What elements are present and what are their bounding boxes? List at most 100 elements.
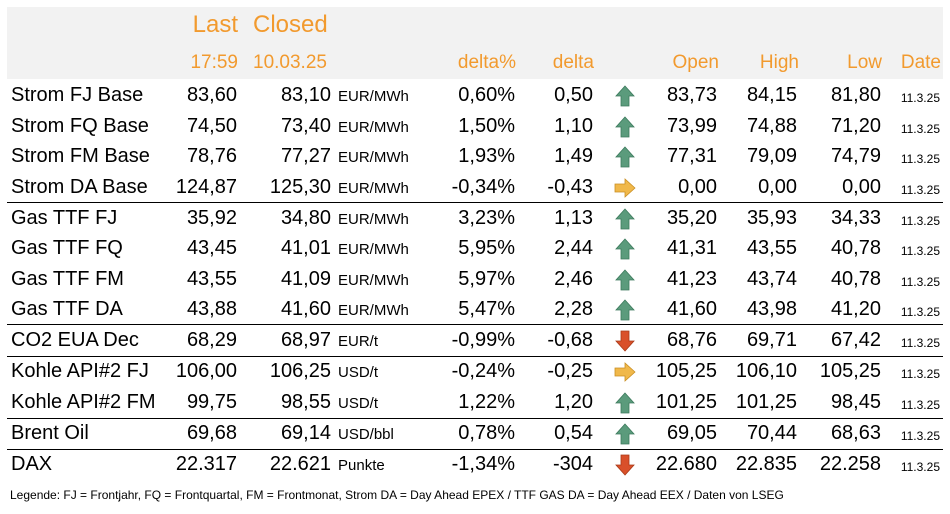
table-row: Strom DA Base 124,87 125,30 EUR/MWh -0,34% -0…: [7, 172, 943, 203]
cell-last: 22.317: [175, 453, 237, 475]
cell-date: 11.3.25: [900, 367, 940, 381]
cell-unit: EUR/MWh: [338, 241, 409, 258]
cell-unit: EUR/t: [338, 333, 379, 350]
cell-date: 11.3.25: [900, 275, 940, 289]
cell-closed: 73,40: [280, 115, 331, 137]
cell-delta-pct: 5,97%: [458, 268, 515, 290]
cell-unit: Punkte: [338, 457, 385, 474]
cell-closed: 68,97: [280, 329, 331, 351]
cell-closed: 41,60: [280, 298, 331, 320]
cell-delta-pct: -0,34%: [451, 176, 515, 198]
cell-high: 74,88: [746, 115, 797, 137]
cell-closed: 34,80: [280, 207, 331, 229]
cell-delta: -0,68: [547, 329, 593, 351]
cell-closed: 106,25: [269, 360, 331, 382]
cell-open: 22.680: [655, 453, 717, 475]
cell-low: 74,79: [830, 145, 881, 167]
cell-last: 106,00: [175, 360, 237, 382]
cell-date: 11.3.25: [900, 122, 940, 136]
cell-name: Kohle API#2 FJ: [11, 360, 149, 382]
cell-name: Strom DA Base: [11, 176, 148, 198]
table-row: Gas TTF FJ 35,92 34,80 EUR/MWh 3,23% 1,13 35,2…: [7, 203, 943, 234]
table-row: Gas TTF FM 43,55 41,09 EUR/MWh 5,97% 2,46 41,2…: [7, 264, 943, 295]
cell-name: Strom FJ Base: [11, 84, 144, 106]
cell-name: Gas TTF FM: [11, 268, 124, 290]
cell-name: Brent Oil: [11, 422, 89, 444]
group-divider: [7, 449, 943, 450]
cell-delta-pct: 1,22%: [458, 391, 515, 413]
cell-delta-pct: -0,99%: [451, 329, 515, 351]
cell-unit: EUR/MWh: [338, 88, 409, 105]
cell-high: 70,44: [746, 422, 797, 444]
header-low: Low: [847, 52, 882, 73]
cell-closed: 69,14: [280, 422, 331, 444]
cell-closed: 98,55: [280, 391, 331, 413]
cell-last: 83,60: [186, 84, 237, 106]
cell-open: 83,73: [666, 84, 717, 106]
cell-low: 71,20: [830, 115, 881, 137]
cell-unit: EUR/MWh: [338, 149, 409, 166]
cell-low: 67,42: [830, 329, 881, 351]
cell-last: 74,50: [186, 115, 237, 137]
table-row: Strom FM Base 78,76 77,27 EUR/MWh 1,93% 1,49 7…: [7, 141, 943, 172]
table-header: [7, 7, 943, 79]
cell-open: 68,76: [666, 329, 717, 351]
cell-low: 40,78: [830, 268, 881, 290]
cell-delta-pct: 5,47%: [458, 298, 515, 320]
table-row: Gas TTF DA 43,88 41,60 EUR/MWh 5,47% 2,28 41,6…: [7, 294, 943, 325]
cell-last: 78,76: [186, 145, 237, 167]
cell-date: 11.3.25: [900, 244, 940, 258]
cell-delta: -304: [552, 453, 593, 475]
cell-name: Strom FM Base: [11, 145, 150, 167]
table-row: Gas TTF FQ 43,45 41,01 EUR/MWh 5,95% 2,44 41,3…: [7, 233, 943, 264]
cell-date: 11.3.25: [900, 460, 940, 474]
cell-closed: 41,01: [280, 237, 331, 259]
header-delta: delta: [552, 52, 594, 73]
cell-last: 43,55: [186, 268, 237, 290]
cell-low: 98,45: [830, 391, 881, 413]
cell-date: 11.3.25: [900, 429, 940, 443]
cell-open: 41,31: [666, 237, 717, 259]
cell-low: 22.258: [819, 453, 881, 475]
cell-closed: 77,27: [280, 145, 331, 167]
cell-high: 43,55: [746, 237, 797, 259]
header-delta-pct: delta%: [457, 52, 516, 73]
header-high: High: [759, 52, 799, 73]
cell-date: 11.3.25: [900, 183, 940, 197]
table-row: Strom FJ Base 83,60 83,10 EUR/MWh 0,60% 0,50 8…: [7, 80, 943, 111]
cell-open: 41,60: [666, 298, 717, 320]
cell-high: 43,98: [746, 298, 797, 320]
cell-last: 35,92: [186, 207, 237, 229]
cell-delta: 1,20: [554, 391, 593, 413]
cell-last: 43,88: [186, 298, 237, 320]
cell-closed: 83,10: [280, 84, 331, 106]
cell-delta: 1,49: [554, 145, 593, 167]
table-row: Strom FQ Base 74,50 73,40 EUR/MWh 1,50% 1,10 7…: [7, 111, 943, 142]
cell-last: 43,45: [186, 237, 237, 259]
header-open: Open: [672, 52, 719, 73]
cell-date: 11.3.25: [900, 305, 940, 319]
cell-last: 68,29: [186, 329, 237, 351]
cell-name: Strom FQ Base: [11, 115, 149, 137]
cell-last: 99,75: [186, 391, 237, 413]
table-row: DAX 22.317 22.621 Punkte -1,34% -304 22.680 22.…: [7, 449, 943, 480]
cell-delta-pct: -1,34%: [451, 453, 515, 475]
table-row: CO2 EUA Dec 68,29 68,97 EUR/t -0,99% -0,68 68,…: [7, 325, 943, 356]
table-row: Kohle API#2 FJ 106,00 106,25 USD/t -0,24% -0,…: [7, 356, 943, 387]
cell-high: 101,25: [735, 391, 797, 413]
cell-delta-pct: -0,24%: [451, 360, 515, 382]
cell-open: 101,25: [655, 391, 717, 413]
cell-delta: 2,46: [554, 268, 593, 290]
cell-date: 11.3.25: [900, 398, 940, 412]
cell-closed: 125,30: [269, 176, 331, 198]
cell-high: 0,00: [758, 176, 797, 198]
cell-delta-pct: 0,78%: [458, 422, 515, 444]
cell-unit: EUR/MWh: [338, 180, 409, 197]
cell-delta: 1,13: [554, 207, 593, 229]
cell-open: 35,20: [666, 207, 717, 229]
cell-low: 41,20: [830, 298, 881, 320]
header-date: Date: [900, 52, 941, 73]
group-divider: [7, 202, 943, 203]
cell-low: 0,00: [842, 176, 881, 198]
cell-delta-pct: 3,23%: [458, 207, 515, 229]
